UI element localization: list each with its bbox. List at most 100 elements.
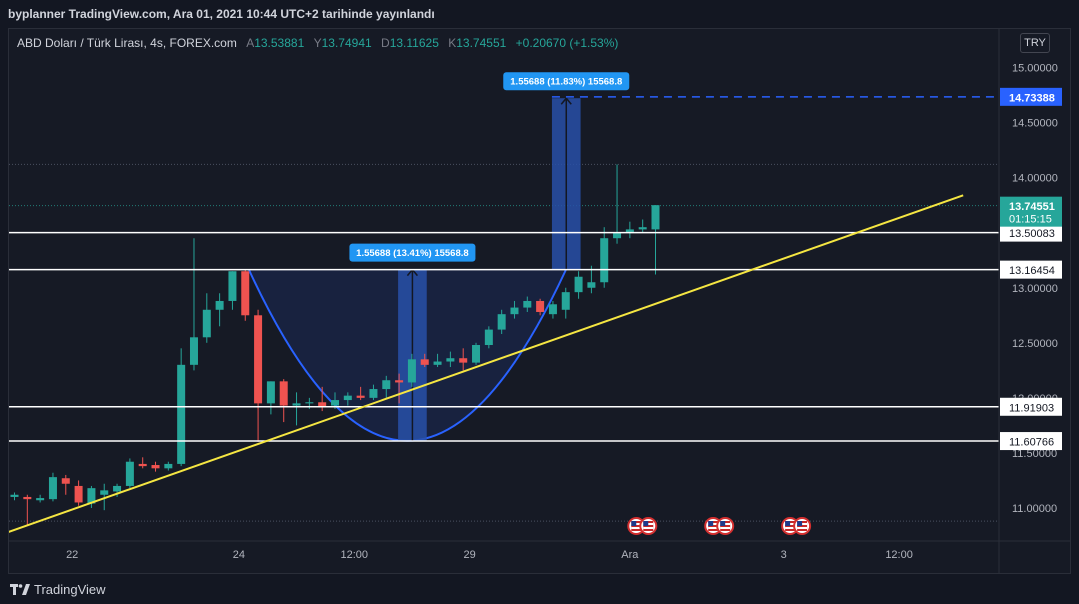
candle-body[interactable] bbox=[510, 307, 519, 315]
flag-canton bbox=[631, 521, 637, 526]
candle-body[interactable] bbox=[574, 276, 583, 293]
candle-body[interactable] bbox=[369, 389, 378, 398]
candle-body[interactable] bbox=[241, 271, 250, 316]
target-price-label: 14.73388 bbox=[1009, 92, 1055, 104]
candle-body[interactable] bbox=[138, 463, 147, 467]
us-flag-event-icon[interactable] bbox=[639, 517, 658, 535]
candle-body[interactable] bbox=[125, 461, 134, 486]
candle-body[interactable] bbox=[484, 329, 493, 346]
event-markers bbox=[627, 517, 812, 535]
candle-body[interactable] bbox=[472, 345, 481, 363]
level-price-badge bbox=[1000, 260, 1062, 279]
candle-body[interactable] bbox=[536, 300, 545, 312]
candle-body[interactable] bbox=[215, 300, 224, 310]
candle-body[interactable] bbox=[497, 314, 506, 330]
candle-body[interactable] bbox=[561, 292, 570, 310]
candle-body[interactable] bbox=[613, 232, 622, 239]
close-value: 13.74551 bbox=[456, 36, 507, 50]
measure-label-box bbox=[349, 243, 476, 262]
price-tick-label: 14.50000 bbox=[1012, 118, 1058, 130]
price-tick-label: 14.00000 bbox=[1012, 173, 1058, 185]
candle-body[interactable] bbox=[87, 488, 96, 504]
axis-labels: 1.55688 (13.41%) 15568.8 1.55688 (11.83%)… bbox=[349, 72, 1062, 451]
open-label: A bbox=[246, 36, 255, 50]
candle-body[interactable] bbox=[420, 359, 429, 365]
change-value: +0.20670 (+1.53%) bbox=[515, 36, 619, 50]
candle-body[interactable] bbox=[164, 463, 173, 469]
level-price-label: 11.91903 bbox=[1009, 402, 1054, 414]
level-price-badge bbox=[1000, 432, 1062, 451]
candle-body[interactable] bbox=[74, 485, 83, 503]
candle-body[interactable] bbox=[279, 381, 288, 406]
time-tick-label: 22 bbox=[66, 549, 78, 561]
candle-body[interactable] bbox=[651, 205, 660, 230]
measure-label: 1.55688 (11.83%) 15568.8 bbox=[510, 77, 622, 88]
candle-body[interactable] bbox=[356, 395, 365, 398]
time-tick-label: 29 bbox=[463, 549, 475, 561]
symbol-name: ABD Doları / Türk Lirası, 4s, FOREX.com bbox=[17, 36, 237, 50]
candle-body[interactable] bbox=[36, 498, 45, 501]
candle-body[interactable] bbox=[228, 271, 237, 301]
candle-body[interactable] bbox=[587, 282, 596, 288]
candle-body[interactable] bbox=[523, 300, 532, 308]
candle-body[interactable] bbox=[266, 381, 275, 404]
candle-body[interactable] bbox=[331, 400, 339, 406]
level-price-label: 13.50083 bbox=[1009, 228, 1055, 240]
published-info: byplanner TradingView.com, Ara 01, 2021 … bbox=[8, 7, 435, 21]
candle-body[interactable] bbox=[189, 337, 198, 365]
candle-body[interactable] bbox=[48, 477, 57, 500]
time-tick-label: 3 bbox=[781, 549, 787, 561]
time-tick-label: 12:00 bbox=[340, 549, 368, 561]
level-price-badge bbox=[1000, 397, 1062, 416]
flag-canton bbox=[785, 521, 791, 526]
candle-body[interactable] bbox=[395, 380, 404, 383]
flag-canton bbox=[708, 521, 714, 526]
candle-body[interactable] bbox=[343, 395, 352, 401]
candle-body[interactable] bbox=[433, 361, 442, 365]
candle-body[interactable] bbox=[638, 227, 647, 230]
time-tick-label: Ara bbox=[621, 549, 639, 561]
target-price-badge bbox=[1000, 87, 1062, 106]
candle-body[interactable] bbox=[318, 402, 327, 407]
currency-button[interactable]: TRY bbox=[1020, 33, 1050, 53]
time-tick-label: 24 bbox=[233, 549, 245, 561]
candle-body[interactable] bbox=[151, 465, 160, 469]
candles bbox=[10, 164, 660, 525]
drawings-top bbox=[2, 96, 999, 534]
flag-canton bbox=[797, 521, 803, 526]
price-tick-label: 11.50000 bbox=[1012, 448, 1057, 460]
measure-label: 1.55688 (13.41%) 15568.8 bbox=[356, 248, 469, 259]
candle-body[interactable] bbox=[113, 485, 122, 492]
candle-body[interactable] bbox=[407, 359, 416, 383]
us-flag-event-icon[interactable] bbox=[716, 517, 735, 535]
high-label: Y bbox=[313, 36, 322, 50]
price-tick-label: 15.00000 bbox=[1012, 63, 1058, 75]
tradingview-logo-icon bbox=[10, 583, 30, 595]
candle-body[interactable] bbox=[202, 309, 211, 338]
candle-body[interactable] bbox=[382, 380, 391, 390]
candle-body[interactable] bbox=[625, 229, 634, 233]
tradingview-brand[interactable]: TradingView bbox=[10, 582, 106, 597]
candle-body[interactable] bbox=[23, 496, 32, 500]
candle-body[interactable] bbox=[305, 402, 314, 404]
symbol-legend: ABD Doları / Türk Lirası, 4s, FOREX.com … bbox=[17, 36, 618, 50]
grid bbox=[9, 163, 999, 522]
candle-body[interactable] bbox=[254, 315, 263, 404]
flag-stripe bbox=[785, 527, 796, 529]
candle-body[interactable] bbox=[10, 494, 19, 497]
price-tick-label: 12.50000 bbox=[1012, 338, 1058, 350]
trendline[interactable] bbox=[2, 194, 964, 534]
candle-body[interactable] bbox=[61, 478, 70, 484]
candle-body[interactable] bbox=[100, 490, 109, 495]
candle-body[interactable] bbox=[548, 304, 557, 315]
us-flag-event-icon[interactable] bbox=[793, 517, 812, 535]
last-price-label: 13.74551 bbox=[1009, 201, 1055, 213]
candle-body[interactable] bbox=[446, 358, 455, 362]
candle-body[interactable] bbox=[600, 238, 609, 283]
candle-body[interactable] bbox=[459, 358, 468, 363]
candle-body[interactable] bbox=[177, 364, 186, 464]
flag-stripe bbox=[631, 527, 642, 529]
flag-canton bbox=[720, 521, 726, 526]
candle-body[interactable] bbox=[292, 403, 301, 406]
